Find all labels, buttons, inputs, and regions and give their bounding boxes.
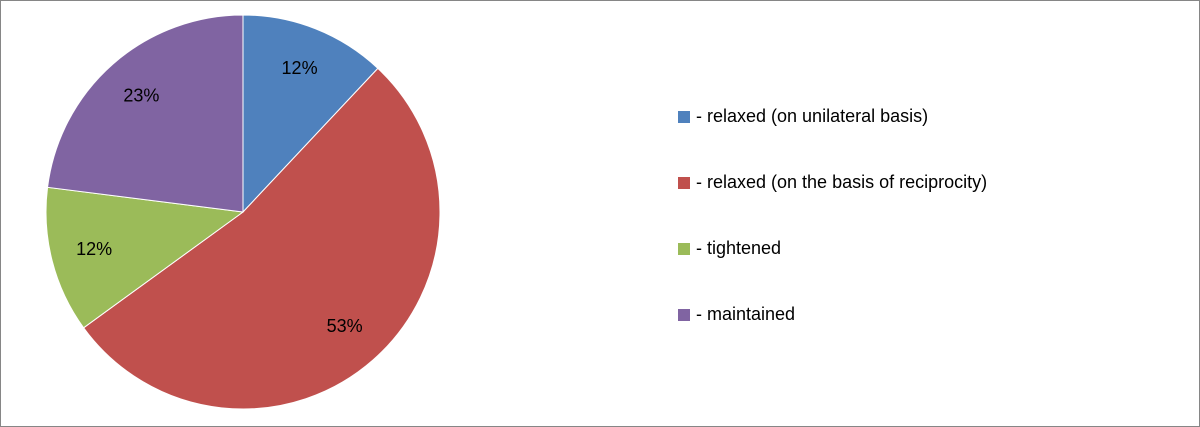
legend-label: - relaxed (on unilateral basis) [696,106,928,126]
legend-swatch [678,309,690,321]
legend-label: - relaxed (on the basis of reciprocity) [696,172,987,192]
pie-slice [242,14,379,214]
pie-slice [82,67,441,410]
legend-swatch [678,111,690,123]
slice-label: 12% [282,58,318,78]
pie-slice [46,14,244,213]
pie-slice [45,186,245,329]
slice-label: 23% [123,85,159,105]
legend-swatch [678,243,690,255]
slice-label: 53% [327,316,363,336]
legend-label: - tightened [696,238,781,258]
slice-label: 12% [76,239,112,259]
legend-label: - maintained [696,304,795,324]
legend-swatch [678,177,690,189]
